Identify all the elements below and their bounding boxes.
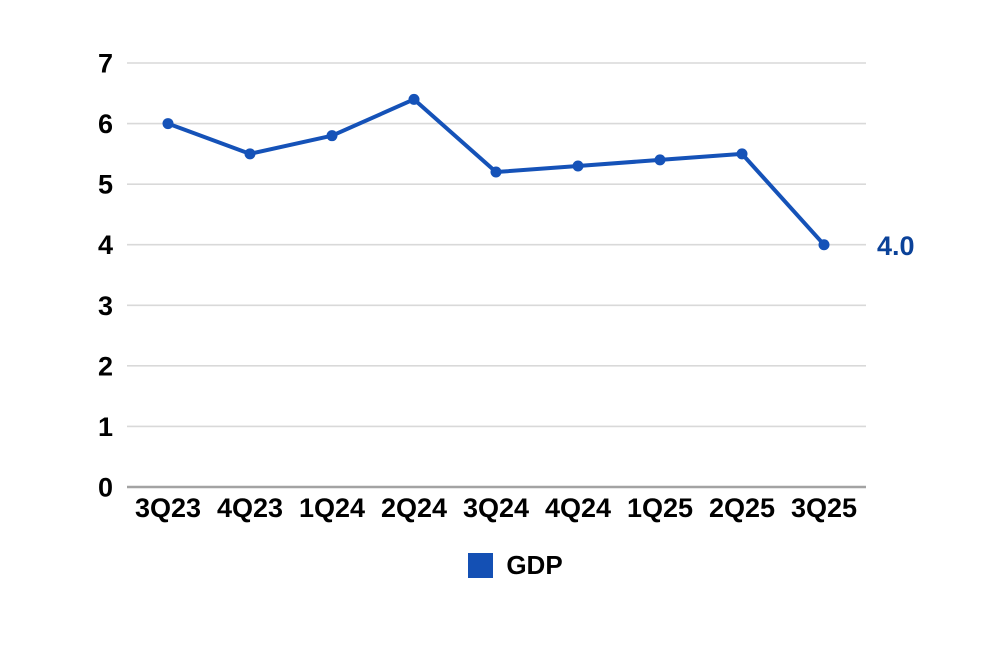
y-axis-tick-label: 7 — [98, 49, 113, 79]
data-point — [654, 154, 666, 166]
data-point — [818, 239, 830, 251]
x-axis-tick-label: 1Q25 — [627, 493, 693, 523]
data-point — [162, 118, 174, 130]
data-point — [408, 93, 420, 105]
data-point — [490, 166, 502, 178]
y-axis-tick-label: 5 — [98, 170, 113, 200]
x-axis-tick-label: 1Q24 — [299, 493, 365, 523]
data-point — [244, 148, 256, 160]
y-axis-tick-label: 6 — [98, 109, 113, 139]
legend-label-gdp: GDP — [506, 550, 563, 580]
legend-swatch-gdp — [468, 552, 494, 578]
x-axis-tick-label: 2Q25 — [709, 493, 775, 523]
y-axis-tick-label: 2 — [98, 351, 113, 381]
data-point — [326, 130, 338, 142]
y-axis-tick-label: 1 — [98, 412, 113, 442]
y-axis-tick-label: 4 — [98, 230, 113, 260]
x-axis-tick-label: 4Q24 — [545, 493, 611, 523]
y-axis-tick-label: 3 — [98, 291, 113, 321]
data-point — [572, 160, 584, 172]
y-axis-tick-label: 0 — [98, 473, 113, 503]
x-axis-tick-label: 2Q24 — [381, 493, 447, 523]
x-axis-tick-label: 4Q23 — [217, 493, 283, 523]
legend: GDP — [34, 552, 997, 578]
data-point — [736, 148, 748, 160]
x-axis-tick-label: 3Q25 — [791, 493, 857, 523]
x-axis-tick-label: 3Q24 — [463, 493, 529, 523]
x-axis-tick-label: 3Q23 — [135, 493, 201, 523]
last-point-value-label: 4.0 — [877, 230, 915, 261]
